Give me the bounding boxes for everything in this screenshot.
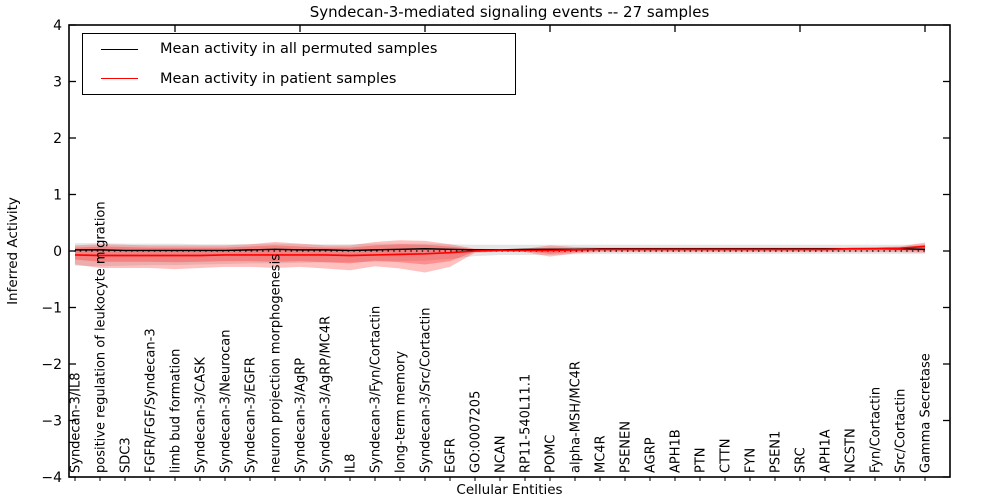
y-tick-label: −2 [41,357,62,373]
legend-item-permuted: Mean activity in all permuted samples [83,35,515,63]
x-tick-label: Syndecan-3/CASK [194,357,209,473]
x-tick-label: PSENEN [619,421,634,473]
x-tick-label: POMC [544,435,559,473]
x-tick-label: SDC3 [119,437,134,473]
x-tick-label: NCAN [494,436,509,473]
x-axis-label: Cellular Entities [456,482,563,498]
x-tick-label: Syndecan-3/EGFR [244,357,259,473]
x-tick-label: Syndecan-3/IL8 [69,373,84,473]
x-tick-label: Fyn/Cortactin [869,387,884,473]
y-tick-label: 0 [53,244,62,260]
x-tick-label: Syndecan-3/AgRP [294,358,309,473]
x-tick-label: alpha-MSH/MC4R [569,361,584,473]
x-tick-label: APH1B [669,429,684,473]
legend-item-patient: Mean activity in patient samples [83,65,515,93]
legend-label: Mean activity in patient samples [160,70,397,87]
x-tick-label: limb bud formation [169,349,184,473]
x-tick-label: long-term memory [394,351,409,473]
x-tick-label: Gamma Secretase [919,353,934,473]
y-tick-label: −3 [41,414,62,430]
x-tick-label: Syndecan-3/AgRP/MC4R [319,316,334,473]
x-tick-label: AGRP [644,437,659,473]
x-tick-label: positive regulation of leukocyte migrati… [94,201,109,473]
x-tick-label: PTN [694,447,709,473]
x-tick-label: SRC [794,447,809,473]
y-axis-label: Inferred Activity [5,197,21,305]
patient-mean-line [74,245,926,257]
x-tick-label: PSEN1 [769,431,784,473]
x-tick-label: CTTN [719,439,734,473]
x-tick-label: RP11-540L11.1 [519,374,534,473]
legend: Mean activity in all permuted samples Me… [82,33,516,95]
chart-title: Syndecan-3-mediated signaling events -- … [309,3,710,21]
x-tick-label: IL8 [344,454,359,473]
x-tick-label: Syndecan-3/Neurocan [219,330,234,473]
x-tick-label: GO:0007205 [469,391,484,473]
x-tick-label: Syndecan-3/Fyn/Cortactin [369,306,384,473]
x-tick-label: APH1A [819,429,834,473]
x-tick-label: Src/Cortactin [894,389,909,473]
x-tick-label: NCSTN [844,428,859,473]
x-tick-label: neuron projection morphogenesis [269,254,284,473]
permuted-line-swatch [101,48,138,50]
x-tick-label: FYN [744,448,759,473]
y-tick-label: 3 [53,75,62,91]
y-tick-label: −1 [41,301,62,317]
x-tick-label: Syndecan-3/Src/Cortactin [419,307,434,473]
y-tick-label: 4 [53,18,62,34]
y-tick-label: −4 [41,470,62,486]
x-tick-label: FGFR/FGF/Syndecan-3 [144,328,159,473]
x-tick-label: MC4R [594,435,609,473]
y-tick-label: 1 [53,188,62,204]
legend-label: Mean activity in all permuted samples [160,41,438,58]
x-tick-label: EGFR [444,438,459,473]
y-tick-label: 2 [53,131,62,147]
patient-line-swatch [101,78,138,80]
